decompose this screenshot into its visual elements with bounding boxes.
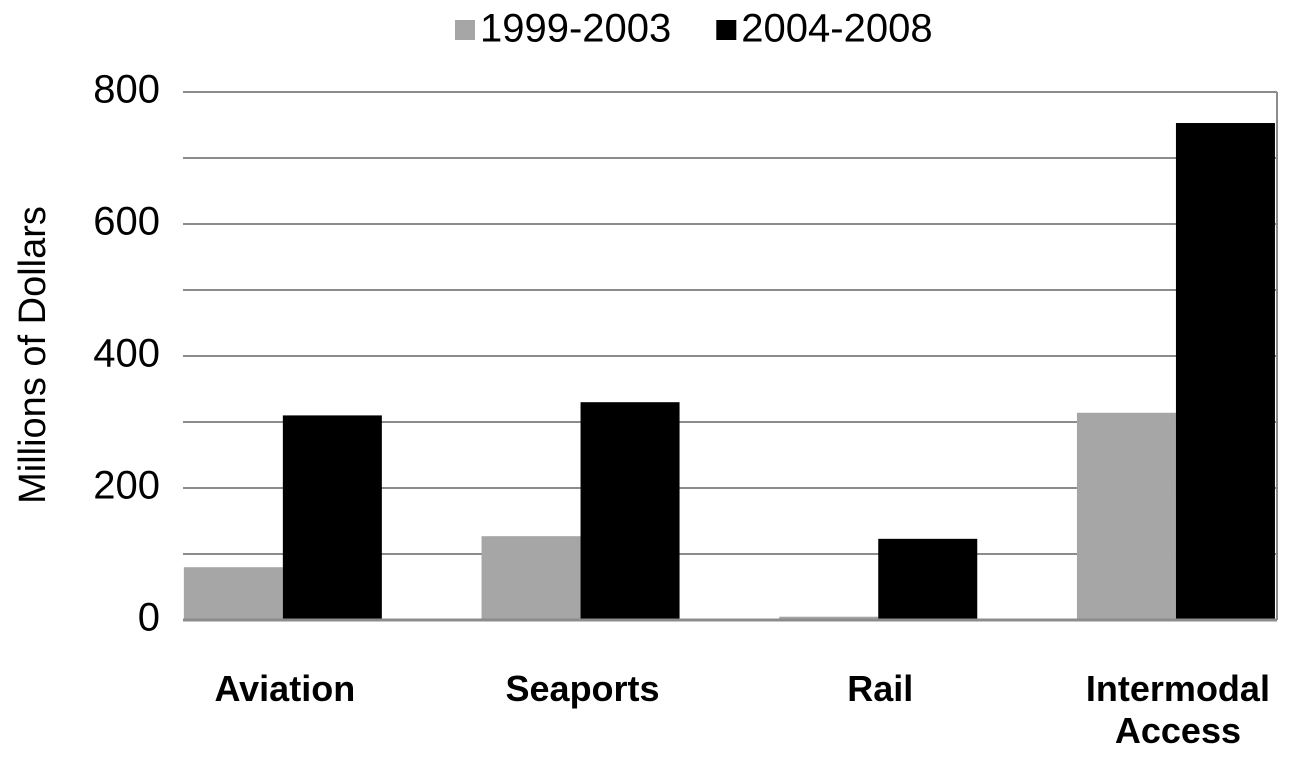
bar bbox=[580, 402, 680, 620]
y-tick-label: 400 bbox=[93, 332, 160, 376]
x-tick-label: Intermodal Access bbox=[1085, 668, 1270, 751]
x-tick-label: Aviation bbox=[214, 668, 356, 709]
bar bbox=[183, 567, 283, 620]
bar bbox=[481, 536, 581, 620]
bar bbox=[779, 616, 879, 620]
bar bbox=[1175, 123, 1275, 621]
bars bbox=[183, 123, 1275, 621]
y-tick-label: 800 bbox=[93, 68, 160, 112]
bar bbox=[1076, 412, 1176, 620]
legend-label: 1999-2003 bbox=[480, 7, 671, 51]
y-tick-label: 0 bbox=[138, 596, 160, 640]
legend-swatch bbox=[455, 20, 475, 40]
y-axis-label: Millions of Dollars bbox=[12, 206, 54, 504]
y-tick-label: 200 bbox=[93, 464, 160, 508]
x-tick-label: Seaports bbox=[505, 668, 660, 709]
legend-label: 2004-2008 bbox=[741, 7, 932, 51]
legend-swatch bbox=[716, 20, 737, 40]
y-tick-label: 600 bbox=[93, 200, 160, 244]
bar bbox=[282, 415, 382, 620]
legend: 1999-2003 2004-2008 bbox=[455, 7, 933, 51]
bar bbox=[878, 538, 978, 620]
x-tick-label: Rail bbox=[847, 668, 914, 709]
